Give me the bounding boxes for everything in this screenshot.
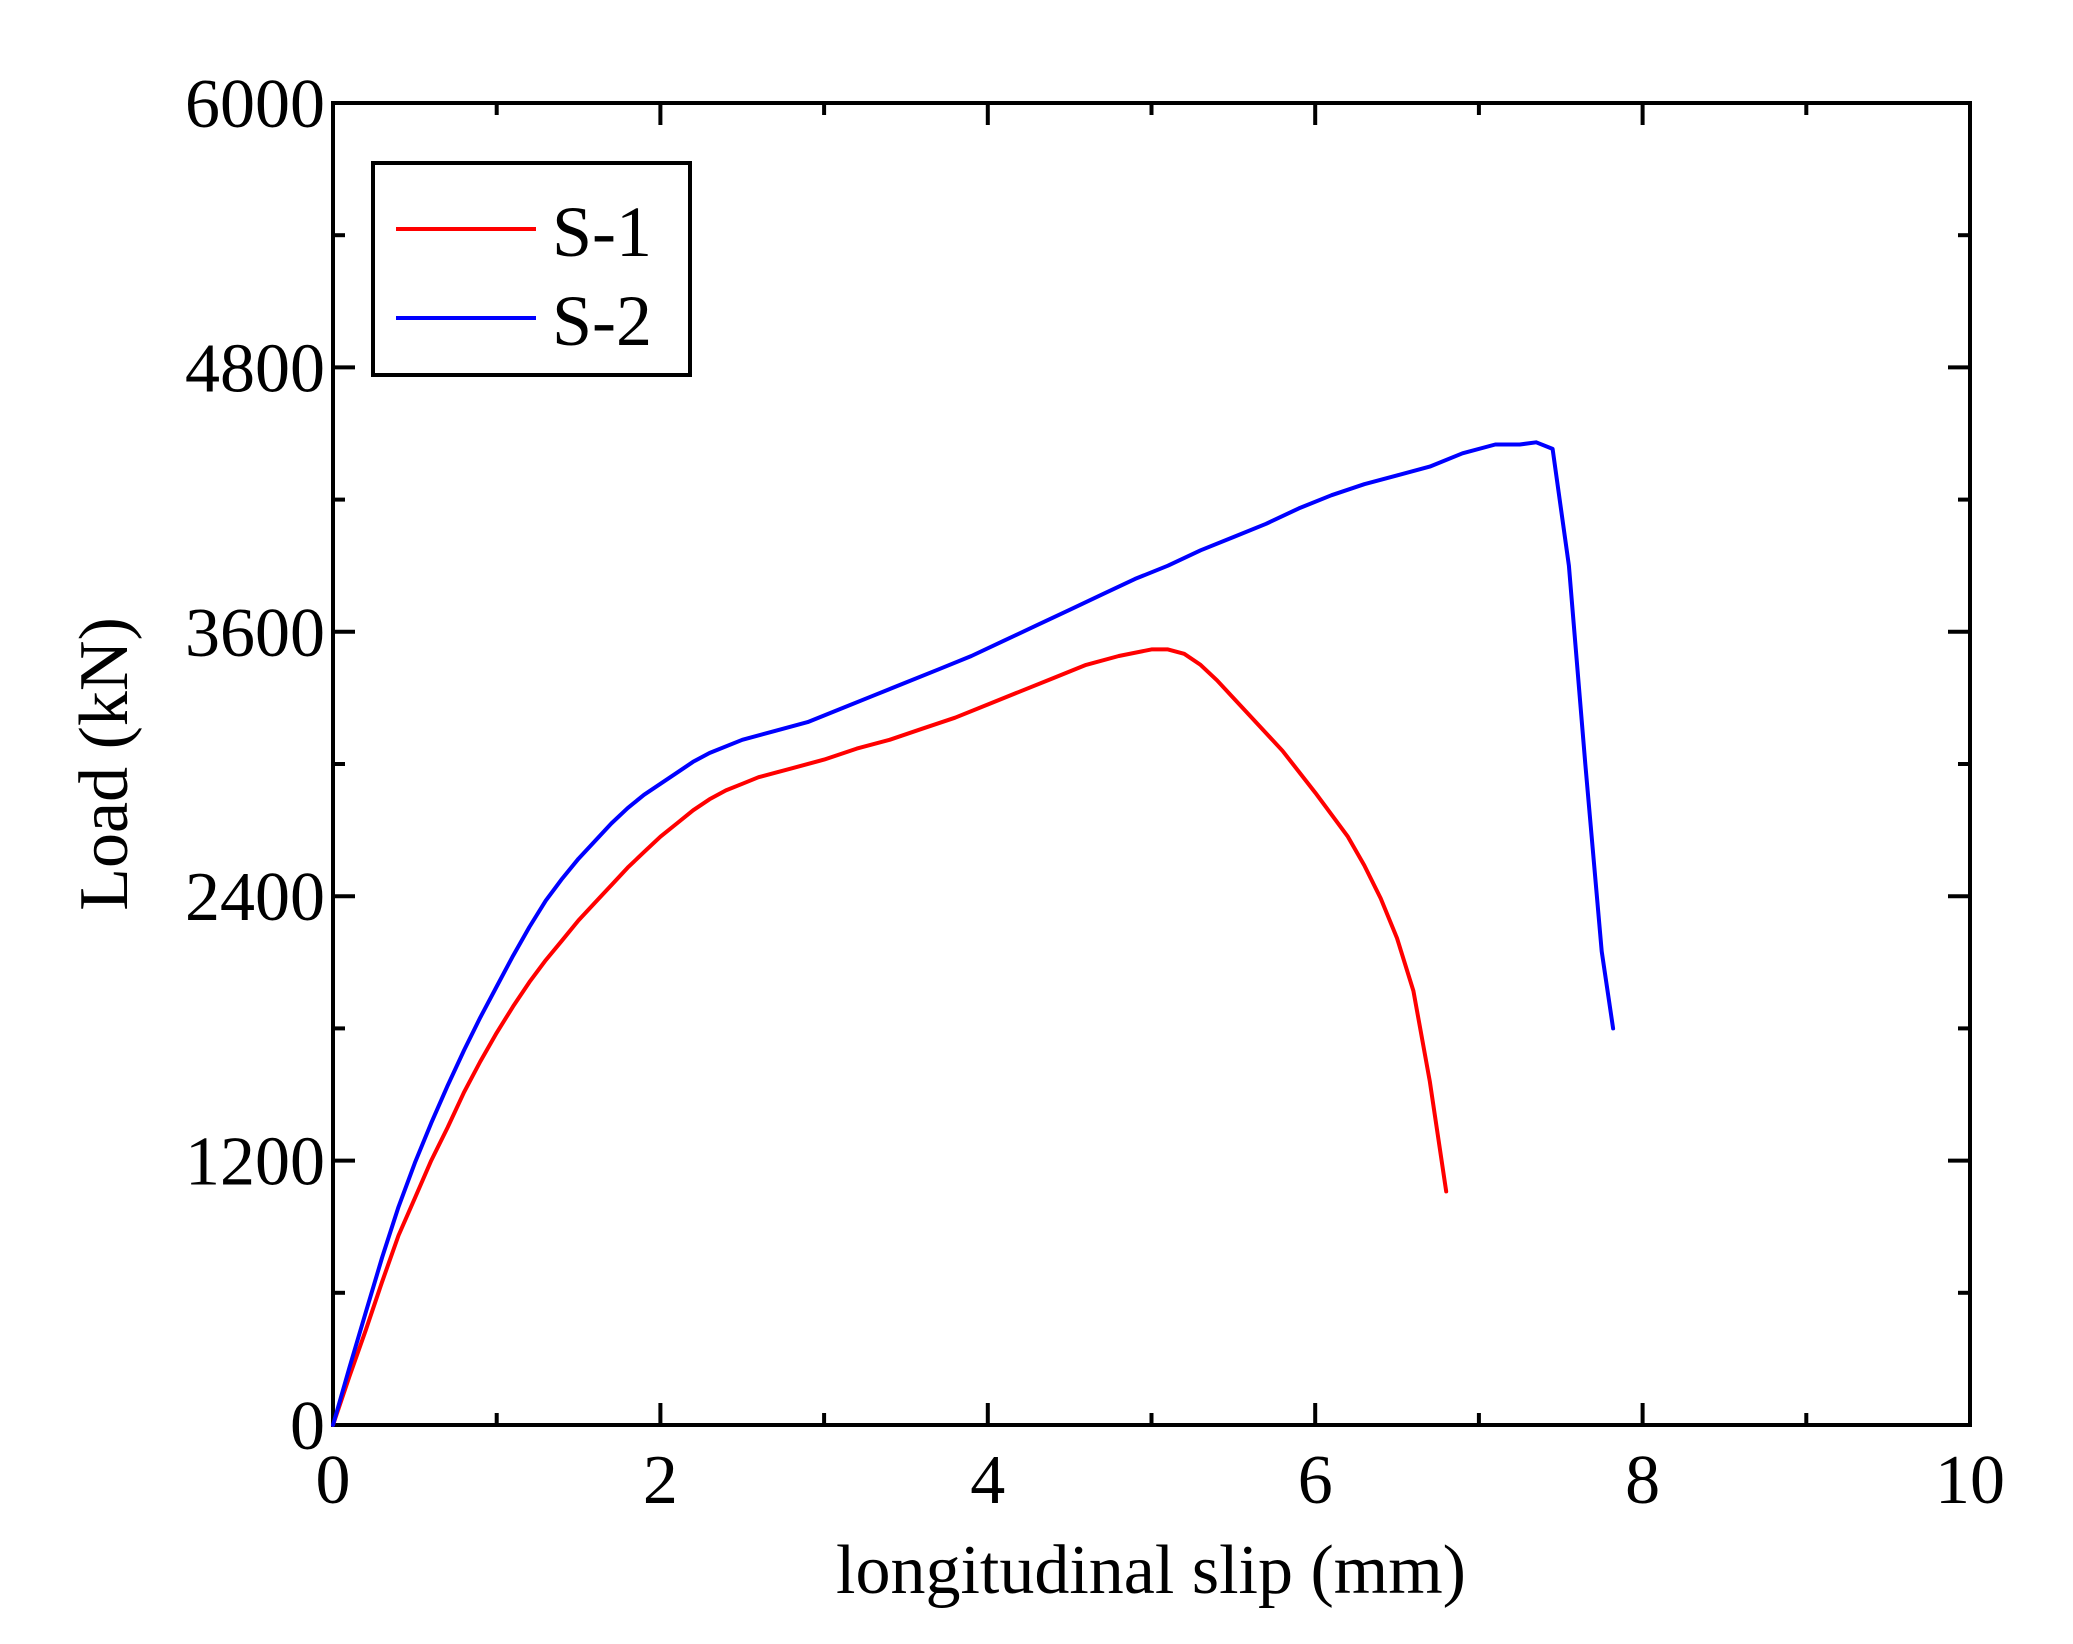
x-tick-label: 10 (1935, 1442, 2005, 1519)
y-tick-label: 3600 (185, 595, 325, 672)
x-tick-label: 4 (970, 1442, 1005, 1519)
x-tick-label: 6 (1298, 1442, 1333, 1519)
legend: S-1 S-2 (371, 161, 692, 377)
legend-label-s1: S-1 (552, 192, 652, 272)
series-layer (331, 440, 1616, 1427)
legend-box (371, 161, 692, 377)
y-tick-label: 1200 (185, 1124, 325, 1201)
axis-ticks (331, 101, 1972, 1427)
y-axis-label: Load (kN) (66, 617, 143, 911)
series-line-s-1 (331, 647, 1449, 1427)
y-tick-labels: 0 1200 2400 3600 4800 6000 (185, 66, 325, 1465)
y-tick-label: 6000 (185, 66, 325, 143)
x-tick-label: 2 (643, 1442, 678, 1519)
x-tick-label: 0 (316, 1442, 351, 1519)
x-tick-label: 8 (1625, 1442, 1660, 1519)
y-tick-label: 2400 (185, 859, 325, 936)
legend-label-s2: S-2 (552, 281, 652, 361)
series-line-s-2 (331, 440, 1616, 1427)
x-axis-label: longitudinal slip (mm) (836, 1532, 1466, 1609)
y-tick-label: 4800 (185, 330, 325, 407)
x-tick-labels: 0 2 4 6 8 10 (316, 1442, 2006, 1519)
y-tick-label: 0 (290, 1388, 325, 1465)
